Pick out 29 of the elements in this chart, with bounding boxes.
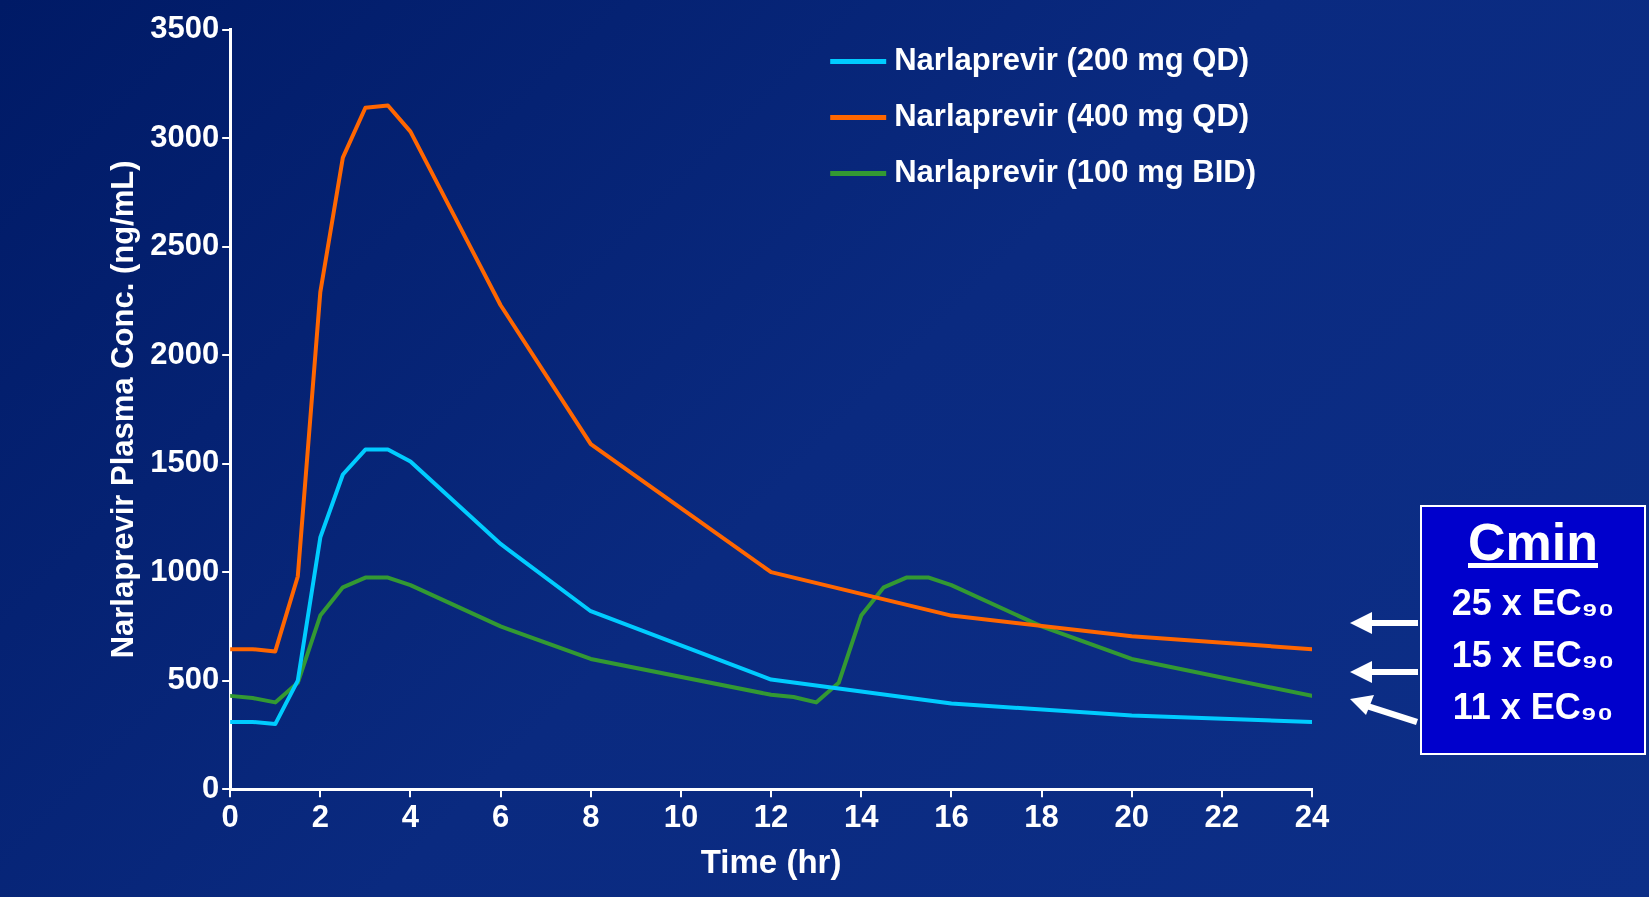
x-tick-label: 2 [311, 799, 329, 835]
y-tick-label: 1500 [150, 444, 220, 480]
x-tick-label: 4 [401, 799, 420, 835]
x-axis-title: Time (hr) [700, 843, 842, 881]
text: 15 x EC₉₀ [1450, 633, 1616, 677]
x-tick-label: 14 [843, 799, 880, 835]
x-tick-label: 18 [1024, 799, 1059, 835]
y-tick-label: 500 [167, 661, 220, 697]
y-axis-title: Narlaprevir Plasma Conc. (ng/mL) [105, 160, 141, 659]
y-tick-label: 2000 [150, 335, 220, 371]
x-tick-label: 12 [753, 799, 789, 835]
legend-label: Narlaprevir (100 mg BID) [894, 154, 1257, 190]
x-tick-label: 10 [663, 799, 699, 835]
x-tick-label: 6 [492, 799, 510, 835]
text: 25 x EC₉₀ [1450, 581, 1616, 625]
x-tick-label: 22 [1204, 799, 1240, 835]
x-tick-label: 20 [1114, 799, 1149, 835]
text: Cmin [1467, 512, 1599, 573]
x-tick-label: 16 [934, 799, 969, 835]
y-tick-label: 3000 [150, 118, 220, 154]
x-tick-label: 24 [1294, 799, 1330, 835]
x-tick-label: 8 [582, 799, 600, 835]
y-tick-label: 0 [201, 769, 220, 805]
y-tick-label: 3500 [150, 10, 220, 46]
legend-label: Narlaprevir (400 mg QD) [894, 98, 1250, 134]
legend-label: Narlaprevir (200 mg QD) [894, 42, 1250, 78]
text: 11 x EC₉₀ [1451, 685, 1615, 729]
y-tick-label: 1000 [150, 552, 220, 588]
y-tick-label: 2500 [150, 227, 220, 263]
